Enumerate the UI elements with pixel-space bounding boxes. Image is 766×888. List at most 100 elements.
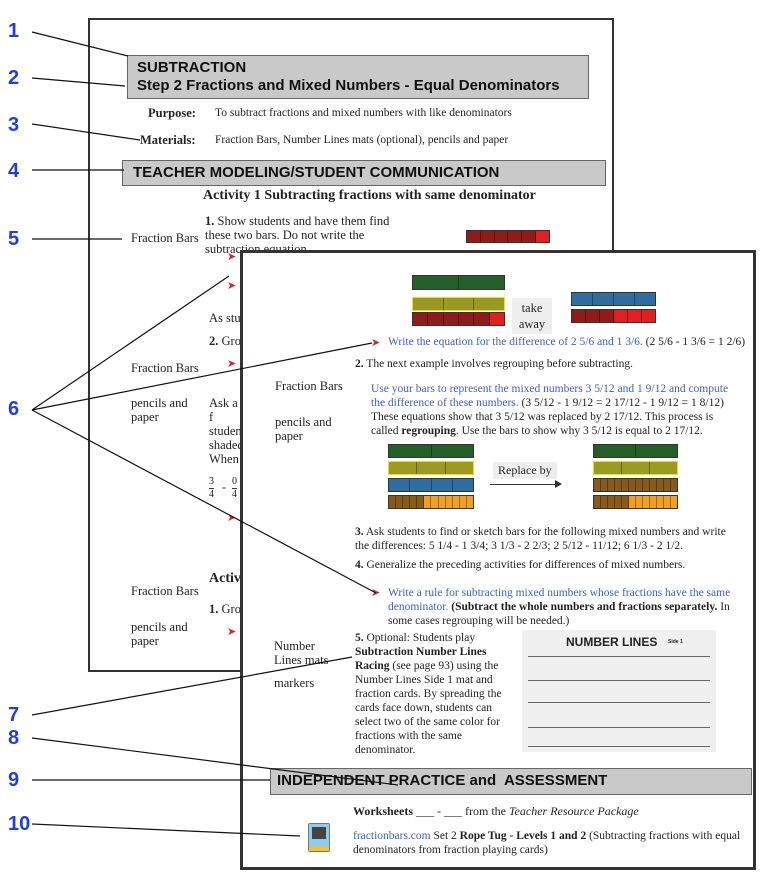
fraction-bar <box>388 478 474 492</box>
number-lines-mat-image: NUMBER LINES Side 1 <box>522 630 716 752</box>
bar-part <box>480 231 495 242</box>
bar-part <box>439 496 446 508</box>
bar-part <box>614 293 635 305</box>
callout-line-1 <box>31 31 129 57</box>
bar-part <box>622 462 650 474</box>
bar-part <box>664 479 671 491</box>
callout-line-10 <box>31 823 301 837</box>
bar-part <box>629 496 636 508</box>
callout-line-6a <box>31 275 230 411</box>
arrow-bullet-icon: ➤ <box>227 358 237 370</box>
bar-part <box>572 293 593 305</box>
fraction-bar <box>466 230 550 243</box>
bar-part <box>594 462 622 474</box>
callout-number: 4 <box>8 160 20 182</box>
bar-part <box>635 293 655 305</box>
purpose-label: Purpose: <box>148 106 196 120</box>
minus-sign: - <box>222 480 226 494</box>
bar-part <box>389 479 411 491</box>
fraction-bar <box>412 297 505 311</box>
arrow-bullet-icon: ➤ <box>227 626 237 638</box>
callout-number: 1 <box>8 20 20 42</box>
callout-line-2 <box>31 77 126 87</box>
fractionbars-link[interactable]: fractionbars.com <box>353 830 431 842</box>
bar-part <box>628 310 642 322</box>
bar-part <box>594 479 601 491</box>
bar-part <box>467 231 481 242</box>
bar-part <box>453 496 460 508</box>
fraction-bar <box>593 478 678 492</box>
callout-number: 9 <box>8 769 20 791</box>
bar-part <box>413 298 444 310</box>
bar-part <box>428 313 444 325</box>
step5-text: 5. Optional: Students play Subtraction N… <box>355 632 502 756</box>
bar-part <box>459 276 504 289</box>
bar-part <box>417 462 446 474</box>
page-subtitle: Step 2 Fractions and Mixed Numbers - Equ… <box>137 77 560 94</box>
section-title: TEACHER MODELING/STUDENT COMMUNICATION <box>133 164 500 181</box>
bar-part <box>593 293 614 305</box>
side-markers: markers <box>274 676 315 690</box>
number-lines-side: Side 1 <box>668 639 683 645</box>
bar-part <box>431 445 473 457</box>
bar-part <box>572 310 586 322</box>
purpose-text: To subtract fractions and mixed numbers … <box>215 107 512 119</box>
bar-part <box>389 445 432 457</box>
bar-part <box>452 479 473 491</box>
arrow-bullet-icon: ➤ <box>227 251 237 263</box>
bar-part <box>600 310 614 322</box>
partial-text: Ask a f students shaded When a is, 1/3 a… <box>209 396 241 466</box>
bar-part <box>508 231 523 242</box>
side-fraction-bars-3: Fraction Bars <box>131 584 199 598</box>
bar-part <box>650 462 677 474</box>
step1-text: 1. Show students and have them find thes… <box>205 214 390 256</box>
materials-text: Fraction Bars, Number Lines mats (option… <box>215 134 509 146</box>
side-fraction-bars-4: Fraction Bars <box>275 379 343 393</box>
bar-part <box>615 479 622 491</box>
fraction-bar <box>593 495 678 509</box>
fraction-bar <box>571 292 656 306</box>
bar-part <box>650 496 657 508</box>
side-pencils-1: pencils and paper <box>131 396 188 424</box>
fraction-bar <box>412 312 505 326</box>
bar-part <box>643 496 650 508</box>
callout-number: 6 <box>8 398 20 420</box>
take-away-label: take away <box>512 298 552 334</box>
fraction-bar <box>388 495 474 509</box>
bar-part <box>608 479 615 491</box>
bar-part <box>657 496 664 508</box>
step3-text: 3. Ask students to find or sketch bars f… <box>355 526 726 552</box>
bar-part <box>424 496 432 508</box>
callout-number: 10 <box>8 813 31 835</box>
bar-part <box>458 313 475 325</box>
fraction-bar <box>593 444 678 458</box>
regrouping-paragraph: Use your bars to represent the mixed num… <box>371 383 729 437</box>
bar-part <box>410 496 418 508</box>
bar-part <box>396 496 404 508</box>
independent-title: INDEPENDENT PRACTICE and ASSESSMENT <box>277 772 608 789</box>
fraction-bar <box>388 461 474 475</box>
bar-part <box>622 496 629 508</box>
callout-line-6c <box>31 409 377 594</box>
arrow-bullet-icon: ➤ <box>227 512 237 524</box>
callout-line-3 <box>31 123 141 141</box>
bar-part <box>650 479 657 491</box>
bar-part <box>594 445 636 457</box>
bar-part <box>446 496 453 508</box>
materials-label: Materials: <box>140 133 196 147</box>
worksheets-text: Worksheets ___ - ___ from the Teacher Re… <box>353 804 639 818</box>
right-arrow-icon <box>490 480 562 488</box>
replace-by-label: Replace by <box>493 462 557 479</box>
fraction-bar <box>571 309 656 323</box>
step2-text: 2. The next example involves regrouping … <box>355 358 633 370</box>
side-fraction-bars-2: Fraction Bars <box>131 361 199 375</box>
fraction-bar <box>593 461 678 475</box>
bar-part <box>608 496 615 508</box>
rope-tug-text: fractionbars.com Set 2 Rope Tug - Levels… <box>353 830 741 856</box>
bar-part <box>445 462 473 474</box>
bar-part <box>443 298 475 310</box>
bar-part <box>636 445 677 457</box>
bar-part <box>413 313 429 325</box>
computer-icon <box>308 823 330 852</box>
